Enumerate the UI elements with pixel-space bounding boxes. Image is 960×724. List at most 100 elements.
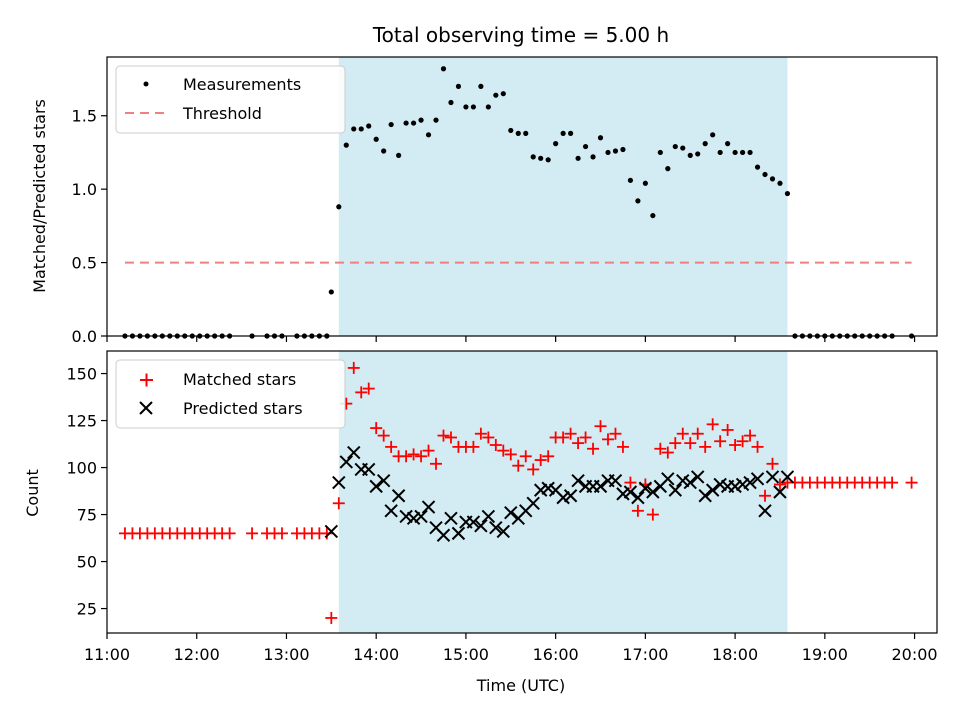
matched-star-point — [744, 429, 757, 442]
bottom-x-ticks: 11:00 12:00 13:00 14:00 15:00 16:00 17:00 18:00… — [84, 633, 938, 664]
measurement-point — [769, 176, 776, 182]
measurement-point — [508, 127, 514, 134]
observing-span-bottom — [338, 351, 788, 633]
measurement-point — [710, 132, 716, 138]
predicted-star-point — [421, 500, 436, 514]
matched-star-point — [355, 386, 368, 399]
measurement-point — [620, 146, 626, 153]
measurement-point — [343, 142, 349, 148]
bottom-y-ticks: 25 50 75 100 125 150 — [66, 365, 107, 619]
matched-star-point — [385, 440, 398, 453]
matched-star-point — [706, 418, 719, 431]
matched-star-point — [572, 437, 585, 450]
legend-predicted-marker — [139, 401, 153, 415]
measurement-point — [627, 177, 634, 183]
matched-stars-points — [118, 361, 918, 624]
matched-star-point — [601, 433, 614, 446]
x-tick-label: 11:00 — [84, 645, 130, 664]
matched-star-point — [489, 439, 502, 451]
bottom-plot-frame — [106, 350, 938, 634]
legend-matched-marker — [140, 373, 153, 387]
predicted-star-point — [758, 504, 772, 518]
predicted-star-point — [773, 485, 787, 499]
measurement-point — [657, 149, 663, 156]
predicted-star-point — [489, 521, 503, 535]
matched-star-point — [362, 382, 375, 395]
measurement-point — [538, 155, 544, 161]
measurement-point — [568, 130, 574, 136]
predicted-star-point — [436, 528, 451, 542]
measurement-point — [762, 171, 768, 178]
measurement-point — [448, 99, 454, 106]
measurement-point — [575, 155, 581, 161]
matched-star-point — [444, 431, 457, 444]
predicted-star-point — [362, 462, 376, 477]
measurement-point — [605, 149, 611, 156]
measurement-point — [523, 130, 529, 136]
matched-star-point — [332, 497, 345, 510]
matched-star-point — [347, 361, 360, 374]
measurement-point — [754, 164, 761, 170]
measurement-point — [642, 180, 648, 186]
top-legend-box — [115, 65, 346, 134]
measurement-point — [717, 149, 723, 156]
matched-star-point — [275, 527, 288, 540]
matched-star-point — [467, 440, 480, 453]
y-tick-label: 1.5 — [72, 107, 97, 126]
bottom-legend-box — [115, 359, 346, 429]
matched-star-point — [751, 440, 764, 453]
measurement-point — [695, 151, 701, 157]
matched-star-point — [587, 442, 600, 455]
predicted-star-point — [481, 509, 496, 524]
measurement-point — [470, 104, 476, 110]
top-panel: Total observing time = 5.00 h Matched/Pr… — [30, 23, 938, 346]
x-tick-label: 17:00 — [622, 645, 668, 664]
predicted-star-point — [631, 490, 645, 505]
matched-star-point — [377, 429, 390, 442]
predicted-star-point — [698, 489, 712, 503]
measurement-point — [650, 212, 656, 219]
x-tick-label: 15:00 — [443, 645, 489, 664]
predicted-star-point — [391, 489, 406, 503]
matched-star-point — [497, 444, 510, 457]
matched-star-point — [519, 450, 532, 463]
y-tick-label: 100 — [66, 459, 97, 478]
predicted-star-point — [444, 511, 458, 526]
predicted-star-point — [623, 485, 638, 499]
measurement-point — [425, 132, 432, 138]
matched-star-point — [534, 454, 547, 467]
matched-star-point — [504, 448, 517, 461]
y-tick-label: 150 — [66, 365, 97, 384]
measurement-point — [328, 289, 334, 295]
measurement-point — [702, 141, 708, 147]
measurement-point — [515, 130, 521, 136]
matched-star-point — [422, 444, 435, 457]
predicted-star-point — [608, 474, 623, 488]
measurement-point — [530, 154, 536, 160]
measurement-point — [396, 152, 402, 158]
matched-star-point — [482, 431, 495, 444]
measurement-point — [455, 83, 462, 89]
predicted-star-point — [780, 470, 795, 484]
matched-star-point — [415, 450, 428, 463]
x-tick-label: 19:00 — [802, 645, 848, 664]
measurement-point — [680, 145, 686, 151]
matched-star-point — [661, 446, 674, 459]
matched-star-point — [542, 450, 555, 463]
measurement-point — [351, 126, 357, 132]
predicted-star-point — [332, 475, 346, 490]
predicted-star-point — [563, 489, 578, 503]
measurement-point — [747, 149, 753, 156]
matched-star-point — [905, 476, 918, 489]
predicted-star-point — [571, 474, 585, 488]
top-y-ticks: 0.0 0.5 1.0 1.5 — [72, 107, 107, 346]
matched-star-point — [557, 431, 570, 444]
measurement-point — [777, 180, 783, 186]
matched-star-point — [609, 427, 622, 440]
predicted-star-point — [414, 509, 428, 524]
measurement-point — [665, 166, 671, 172]
matched-star-point — [669, 437, 682, 450]
y-tick-label: 25 — [77, 600, 97, 619]
measurement-point — [597, 135, 604, 141]
predicted-star-point — [376, 474, 391, 488]
